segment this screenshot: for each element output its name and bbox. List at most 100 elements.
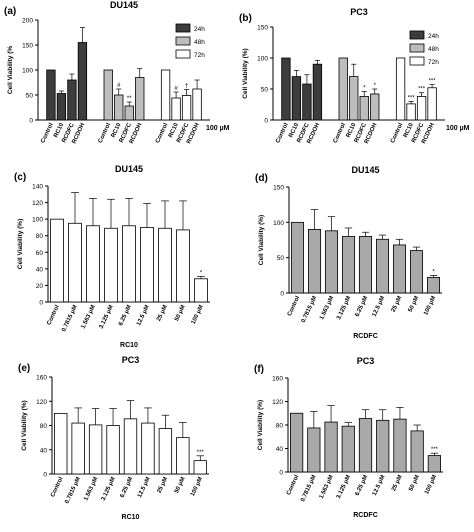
x-tick-label: 3.125 μM xyxy=(336,295,352,321)
y-axis-label: Cell Viability (%) xyxy=(17,219,24,269)
bar xyxy=(324,421,338,473)
x-tick-label: 0.7815 μM xyxy=(61,304,79,333)
bar xyxy=(68,222,82,303)
x-tick-label: Control xyxy=(155,122,170,144)
bar xyxy=(176,229,190,303)
chart-title: DU145 xyxy=(110,0,138,10)
bar xyxy=(124,105,134,121)
x-tick-label: Control xyxy=(46,304,61,326)
bar xyxy=(140,227,154,303)
y-tick-label: 150 xyxy=(273,185,284,192)
y-tick-label: 40 xyxy=(36,266,44,273)
significance-label: * xyxy=(363,85,366,91)
bar xyxy=(193,460,207,475)
bar xyxy=(158,428,173,475)
y-tick-label: 80 xyxy=(36,233,44,240)
panel-label: (a) xyxy=(4,6,16,17)
bar xyxy=(338,57,348,121)
y-tick-label: 40 xyxy=(276,446,284,453)
y-tick-label: 100 xyxy=(32,217,43,224)
bar xyxy=(46,69,56,121)
bar xyxy=(171,97,181,121)
bar xyxy=(56,93,67,121)
y-tick-label: 80 xyxy=(40,423,48,430)
bar xyxy=(71,422,85,475)
panel-e: (e) PC3 Cell Viability (%) 0 40 80 120 160 Contr… xyxy=(18,355,209,521)
x-tick-label: 3.125 μM xyxy=(99,304,115,330)
y-tick-label: 100 xyxy=(257,56,268,63)
bar xyxy=(192,88,202,121)
significance-label: * xyxy=(374,83,377,89)
significance-label: * xyxy=(432,269,435,275)
panel-label: (e) xyxy=(18,363,30,374)
chart-title: DU145 xyxy=(115,164,143,174)
x-axis-label: RCDFC xyxy=(353,333,378,340)
y-axis-label: Cell Viability (%) xyxy=(258,215,265,265)
y-axis-label: Cell Viability (%) xyxy=(21,400,28,450)
bar xyxy=(77,42,88,121)
x-tick-label: 1.563 μM xyxy=(83,476,99,502)
bar xyxy=(158,227,172,303)
x-tick-label: 0.7815 μM xyxy=(64,476,82,505)
bar xyxy=(86,225,100,303)
bar xyxy=(307,228,322,294)
x-axis-label: RC10 xyxy=(122,514,140,521)
y-tick-label: 100 xyxy=(22,68,33,75)
bar xyxy=(291,76,302,121)
y-tick-label: 100 xyxy=(273,220,284,227)
x-tick-label: Control xyxy=(40,122,55,144)
y-tick-label: 120 xyxy=(272,399,283,406)
significance-label: # xyxy=(174,86,178,92)
y-tick-label: 0 xyxy=(264,118,268,125)
y-axis-label: Cell Viability (%) xyxy=(257,400,264,450)
bar xyxy=(358,236,373,294)
bar xyxy=(392,244,407,294)
panel-label: (b) xyxy=(239,13,252,24)
panel-b: (b) PC3 Cell Viability (%) 0 50 100 150 Control… xyxy=(239,7,470,145)
x-tick-label: 6.25 μM xyxy=(355,474,370,496)
bar xyxy=(395,57,406,121)
x-tick-label: Control xyxy=(287,295,302,317)
bar xyxy=(393,418,407,473)
y-tick-label: 20 xyxy=(36,283,44,290)
chart-title: PC3 xyxy=(357,356,375,366)
legend-label: 72h xyxy=(428,59,439,66)
bar xyxy=(123,418,138,475)
panel-label: (d) xyxy=(255,173,268,184)
bar xyxy=(135,77,145,121)
significance-label: *** xyxy=(418,87,426,93)
legend-swatch xyxy=(175,49,191,59)
y-tick-label: 50 xyxy=(277,255,285,262)
bar xyxy=(370,93,380,121)
x-tick-label: Control xyxy=(98,122,113,144)
x-axis-label: RCDFC xyxy=(353,512,378,519)
x-axis-label: RC10 xyxy=(120,342,138,349)
significance-label: *** xyxy=(197,450,205,456)
x-tick-label: 100 μM xyxy=(424,474,438,495)
bar xyxy=(410,430,424,473)
bar xyxy=(376,419,390,473)
x-tick-label: 6.25 μM xyxy=(355,295,370,317)
y-tick-label: 50 xyxy=(261,87,269,94)
x-tick-label: 12.5 μM xyxy=(136,304,151,326)
y-tick-label: 150 xyxy=(22,43,33,50)
y-tick-label: 150 xyxy=(257,25,268,32)
bar xyxy=(194,278,208,303)
bar xyxy=(307,427,321,473)
x-tick-label: 0.7815 μM xyxy=(300,474,318,503)
x-tick-label: 25 μM xyxy=(391,295,404,313)
y-tick-label: 0 xyxy=(39,300,43,307)
legend-label: 24h xyxy=(428,33,439,40)
significance-label: *** xyxy=(429,79,437,85)
bar xyxy=(358,418,373,473)
bar xyxy=(122,225,136,303)
significance-label: † xyxy=(185,84,188,90)
significance-label: *** xyxy=(408,95,416,101)
x-tick-label: 25 μM xyxy=(391,474,404,492)
chart-title: DU145 xyxy=(351,165,379,175)
bar xyxy=(106,425,120,475)
bar xyxy=(426,277,441,294)
bar xyxy=(409,250,424,294)
legend-label: 48h xyxy=(428,46,439,53)
